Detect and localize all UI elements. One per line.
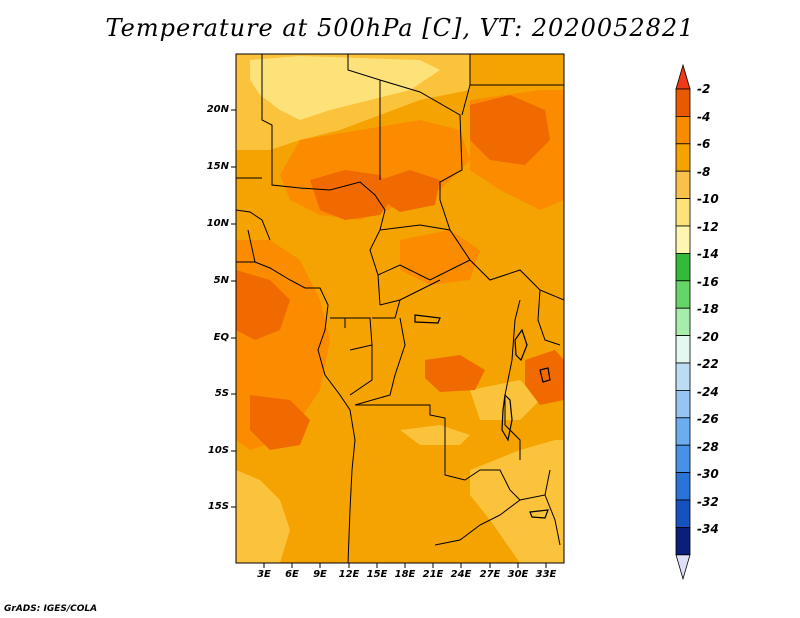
- lon-label-9e: 9E: [313, 569, 327, 580]
- lon-label-18e: 18E: [394, 569, 416, 580]
- lon-label-33e: 33E: [535, 569, 557, 580]
- colorbar-label: -32: [697, 495, 719, 509]
- lon-label-21e: 21E: [422, 569, 444, 580]
- lat-label-15s: 15S: [207, 501, 229, 512]
- field-hot-congo: [425, 355, 485, 392]
- colorbar-segment: [675, 417, 691, 446]
- colorbar-segment: [675, 444, 691, 474]
- colorbar-segment: [675, 116, 691, 145]
- lat-label-eq: EQ: [213, 332, 229, 343]
- colorbar-segment: [675, 280, 691, 309]
- colorbar-label: -30: [697, 467, 719, 481]
- field-hot-sw: [250, 395, 310, 450]
- field-hot-w: [236, 270, 290, 340]
- colorbar-label: -24: [697, 385, 719, 399]
- colorbar-segment: [675, 389, 691, 419]
- colorbar: [675, 63, 691, 581]
- colorbar-label: -34: [697, 522, 719, 536]
- colorbar-label: -28: [697, 440, 719, 454]
- field-hot-sahel2: [380, 170, 440, 212]
- colorbar-label: -6: [697, 137, 711, 151]
- lon-label-27e: 27E: [479, 569, 501, 580]
- lat-label-20n: 20N: [206, 104, 229, 115]
- colorbar-label: -12: [697, 220, 719, 234]
- colorbar-label: -4: [697, 110, 711, 124]
- grads-credit: GrADS: IGES/COLA: [4, 604, 98, 614]
- country-borders: [236, 54, 564, 563]
- map-frame: [235, 53, 565, 564]
- colorbar-segment: [675, 527, 691, 556]
- field-cool-south: [470, 440, 564, 563]
- colorbar-label: -22: [697, 357, 719, 371]
- colorbar-segment: [675, 472, 691, 501]
- colorbar-segment: [675, 225, 691, 254]
- lat-ticks: [231, 109, 236, 508]
- lon-label-15e: 15E: [366, 569, 388, 580]
- lon-ticks: [263, 563, 547, 568]
- colorbar-label: -14: [697, 247, 719, 261]
- field-hot-e: [525, 350, 564, 405]
- lon-label-30e: 30E: [507, 569, 529, 580]
- colorbar-label: -26: [697, 412, 719, 426]
- lat-label-5s: 5S: [214, 388, 229, 399]
- field-cool-mid: [400, 425, 470, 445]
- field-cool-sw: [236, 470, 290, 563]
- colorbar-segment: [675, 252, 691, 282]
- lat-label-10n: 10N: [206, 218, 229, 229]
- colorbar-segment: [675, 88, 691, 117]
- field-hot-ne: [470, 95, 550, 165]
- colorbar-segment: [675, 170, 691, 199]
- temperature-field: [236, 54, 564, 563]
- lon-label-3e: 3E: [257, 569, 271, 580]
- lakes: [414, 314, 551, 519]
- colorbar-label: -20: [697, 330, 719, 344]
- field-hot-north: [310, 170, 395, 220]
- colorbar-label: -2: [697, 82, 711, 96]
- colorbar-top-arrow: [675, 63, 691, 90]
- lat-label-5n: 5N: [213, 275, 229, 286]
- colorbar-label: -10: [697, 192, 719, 206]
- colorbar-segment: [675, 198, 691, 227]
- colorbar-segment: [675, 307, 691, 337]
- colorbar-segment: [675, 362, 691, 391]
- field-warm-central: [400, 230, 480, 285]
- field-coolest-north: [250, 56, 440, 120]
- lon-label-12e: 12E: [338, 569, 360, 580]
- colorbar-segment: [675, 499, 691, 528]
- colorbar-label: -16: [697, 275, 719, 289]
- colorbar-label: -8: [697, 165, 711, 179]
- lon-label-24e: 24E: [450, 569, 472, 580]
- colorbar-segment: [675, 143, 691, 172]
- lat-label-15n: 15N: [206, 161, 229, 172]
- lon-label-6e: 6E: [285, 569, 299, 580]
- colorbar-bottom-arrow: [675, 554, 691, 581]
- colorbar-segment: [675, 335, 691, 364]
- lat-label-10s: 10S: [207, 445, 229, 456]
- chart-title: Temperature at 500hPa [C], VT: 202005282…: [105, 14, 695, 42]
- colorbar-label: -18: [697, 302, 719, 316]
